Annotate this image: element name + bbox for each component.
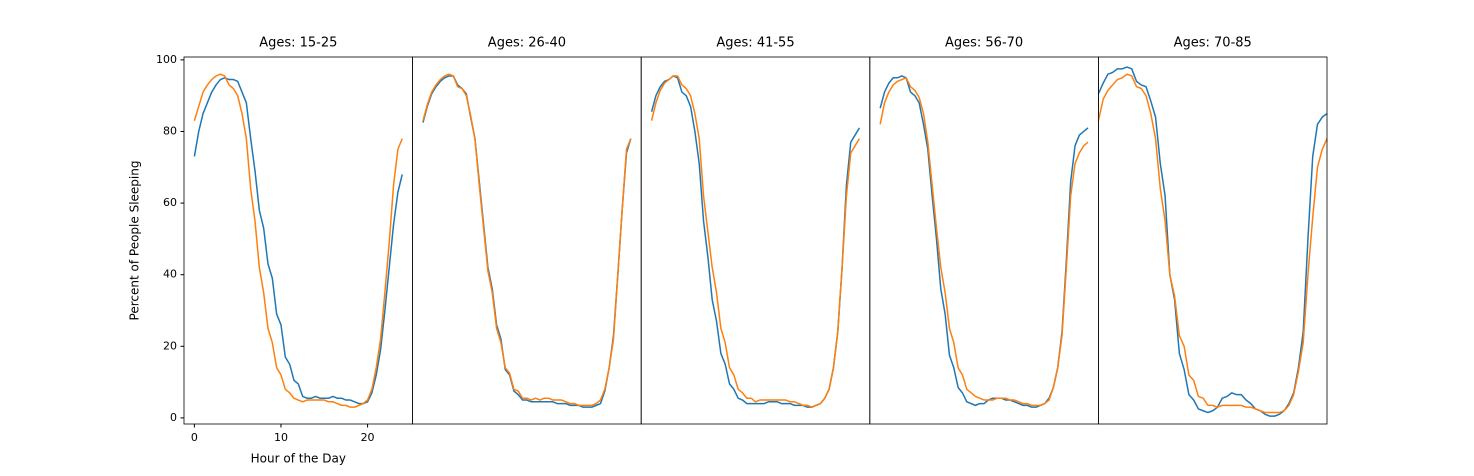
- axes-frame: [640, 56, 871, 425]
- series-line: [1097, 66, 1328, 417]
- series-line: [422, 73, 632, 407]
- series-line: [193, 77, 403, 405]
- panel-title: Ages: 41-55: [716, 36, 794, 51]
- y-tick-label: 60: [163, 196, 177, 209]
- panel-title: Ages: 26-40: [488, 36, 566, 51]
- series-line: [1097, 73, 1328, 414]
- panel-title: Ages: 56-70: [945, 36, 1023, 51]
- y-tick-label: 0: [170, 411, 177, 424]
- x-tick-label: 10: [274, 431, 288, 444]
- series-line: [650, 75, 861, 408]
- y-tick-label: 20: [163, 339, 177, 352]
- y-tick-label: 40: [163, 268, 177, 281]
- axes-frame: [1098, 56, 1328, 425]
- axes-frame: [183, 56, 414, 425]
- series-line: [879, 77, 1089, 407]
- y-axis-label: Percent of People Sleeping: [128, 161, 142, 321]
- x-axis-label: Hour of the Day: [251, 452, 346, 466]
- axes-frame: [869, 56, 1099, 425]
- axes-frame: [412, 56, 642, 425]
- series-line: [650, 75, 861, 408]
- series-line: [422, 75, 632, 408]
- panel-title: Ages: 70-85: [1174, 36, 1252, 51]
- y-tick-label: 80: [163, 124, 177, 137]
- panel-title: Ages: 15-25: [259, 36, 337, 51]
- x-tick-label: 20: [361, 431, 375, 444]
- series-line: [193, 73, 403, 408]
- x-tick-label: 0: [191, 431, 198, 444]
- y-tick-label: 100: [156, 53, 177, 66]
- series-line: [879, 75, 1089, 408]
